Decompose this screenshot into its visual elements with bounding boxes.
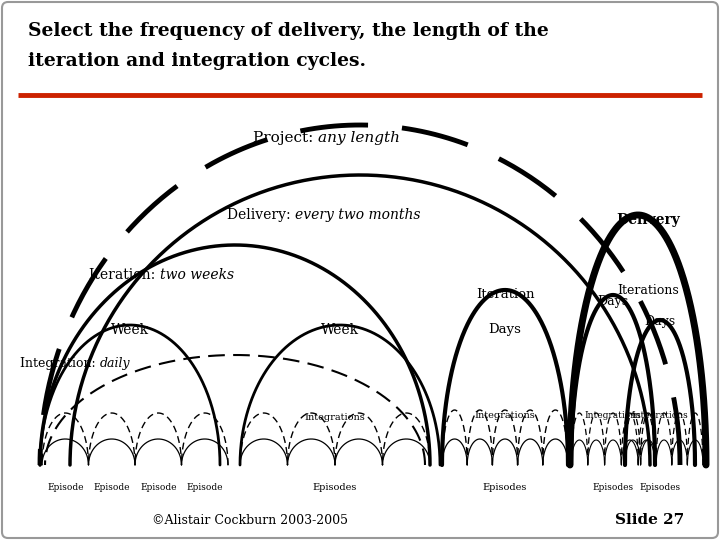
- Text: any length: any length: [318, 131, 400, 145]
- Text: Episode: Episode: [186, 483, 223, 491]
- Text: Days: Days: [644, 315, 675, 328]
- Text: Integrations: Integrations: [305, 414, 365, 422]
- Text: Integrations: Integrations: [585, 410, 642, 420]
- Text: Episode: Episode: [140, 483, 176, 491]
- Text: Integration:: Integration:: [20, 356, 100, 369]
- Text: Days: Days: [598, 295, 629, 308]
- Text: Episodes: Episodes: [483, 483, 527, 491]
- Text: iteration and integration cycles.: iteration and integration cycles.: [28, 52, 366, 70]
- Text: Integrations: Integrations: [631, 410, 688, 420]
- Text: Episode: Episode: [94, 483, 130, 491]
- Text: every two months: every two months: [295, 208, 420, 222]
- Text: Iteration:: Iteration:: [89, 268, 160, 282]
- Text: Week: Week: [321, 323, 359, 337]
- Text: Episode: Episode: [47, 483, 84, 491]
- Text: Select the frequency of delivery, the length of the: Select the frequency of delivery, the le…: [28, 22, 549, 40]
- Text: Delivery:: Delivery:: [227, 208, 295, 222]
- Text: Delivery: Delivery: [616, 213, 680, 227]
- Text: Slide 27: Slide 27: [616, 513, 685, 527]
- Text: Episodes: Episodes: [312, 483, 357, 491]
- Text: Week: Week: [111, 323, 149, 337]
- Text: Days: Days: [489, 323, 521, 336]
- Text: Integrations: Integrations: [474, 410, 536, 420]
- Text: Episodes: Episodes: [639, 483, 680, 491]
- Text: Episodes: Episodes: [593, 483, 634, 491]
- Text: Project:: Project:: [253, 131, 318, 145]
- Text: two weeks: two weeks: [160, 268, 234, 282]
- Text: daily: daily: [100, 356, 130, 369]
- Text: Iteration: Iteration: [476, 288, 534, 301]
- Text: Iterations: Iterations: [617, 284, 679, 296]
- Text: ©Alistair Cockburn 2003-2005: ©Alistair Cockburn 2003-2005: [152, 514, 348, 526]
